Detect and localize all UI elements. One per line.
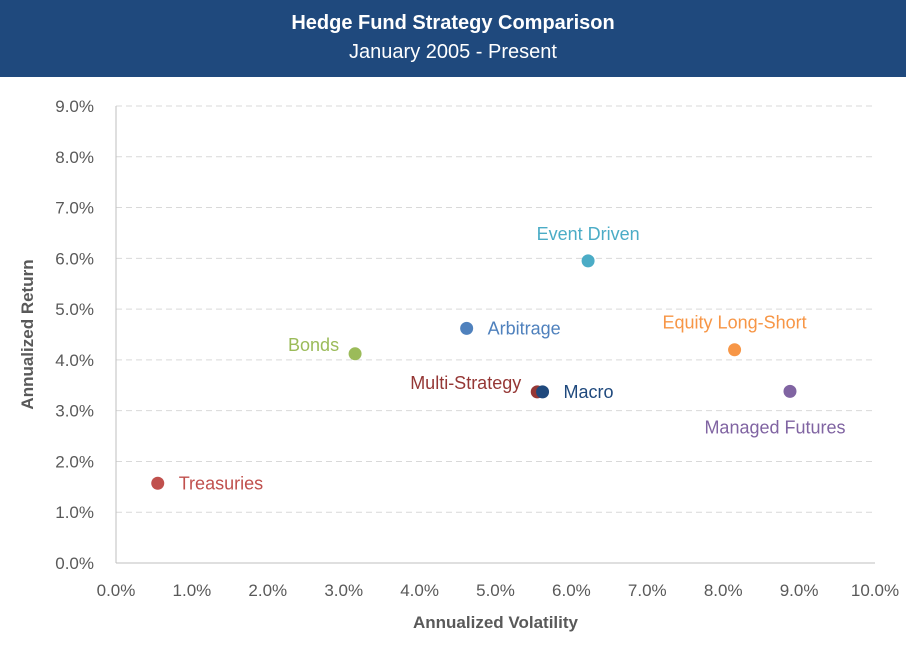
x-tick-label: 5.0%: [476, 581, 515, 600]
x-tick-label: 1.0%: [173, 581, 212, 600]
data-label: Bonds: [288, 335, 339, 355]
data-label: Event Driven: [537, 224, 640, 244]
data-point: [728, 343, 742, 357]
y-tick-label: 8.0%: [55, 148, 94, 167]
chart-header: Hedge Fund Strategy Comparison January 2…: [0, 0, 906, 77]
y-tick-label: 1.0%: [55, 503, 94, 522]
x-tick-label: 10.0%: [851, 581, 899, 600]
y-axis-title: Annualized Return: [18, 259, 37, 409]
y-tick-label: 7.0%: [55, 199, 94, 218]
data-point: [460, 321, 474, 335]
x-tick-label: 6.0%: [552, 581, 591, 600]
data-point: [151, 476, 165, 490]
y-tick-label: 2.0%: [55, 452, 94, 471]
x-tick-label: 4.0%: [400, 581, 439, 600]
x-axis-title: Annualized Volatility: [413, 613, 579, 632]
x-tick-label: 9.0%: [780, 581, 819, 600]
x-tick-label: 3.0%: [324, 581, 363, 600]
chart-title: Hedge Fund Strategy Comparison: [291, 12, 615, 34]
data-label: Equity Long-Short: [663, 313, 807, 333]
data-label: Managed Futures: [704, 417, 845, 437]
y-tick-label: 0.0%: [55, 554, 94, 573]
data-point: [348, 347, 362, 361]
x-tick-label: 0.0%: [97, 581, 136, 600]
y-tick-label: 6.0%: [55, 249, 94, 268]
y-tick-label: 9.0%: [55, 97, 94, 116]
data-point: [536, 385, 550, 399]
y-tick-label: 5.0%: [55, 300, 94, 319]
y-tick-label: 4.0%: [55, 351, 94, 370]
data-point: [783, 384, 797, 398]
data-label: Macro: [564, 382, 614, 402]
data-label: Arbitrage: [488, 318, 561, 338]
data-label: Treasuries: [179, 473, 263, 493]
y-tick-label: 3.0%: [55, 402, 94, 421]
chart-subtitle: January 2005 - Present: [349, 41, 557, 63]
x-tick-label: 8.0%: [704, 581, 743, 600]
data-label: Multi-Strategy: [410, 373, 521, 393]
x-tick-label: 2.0%: [248, 581, 287, 600]
x-tick-label: 7.0%: [628, 581, 667, 600]
data-point: [581, 254, 595, 268]
